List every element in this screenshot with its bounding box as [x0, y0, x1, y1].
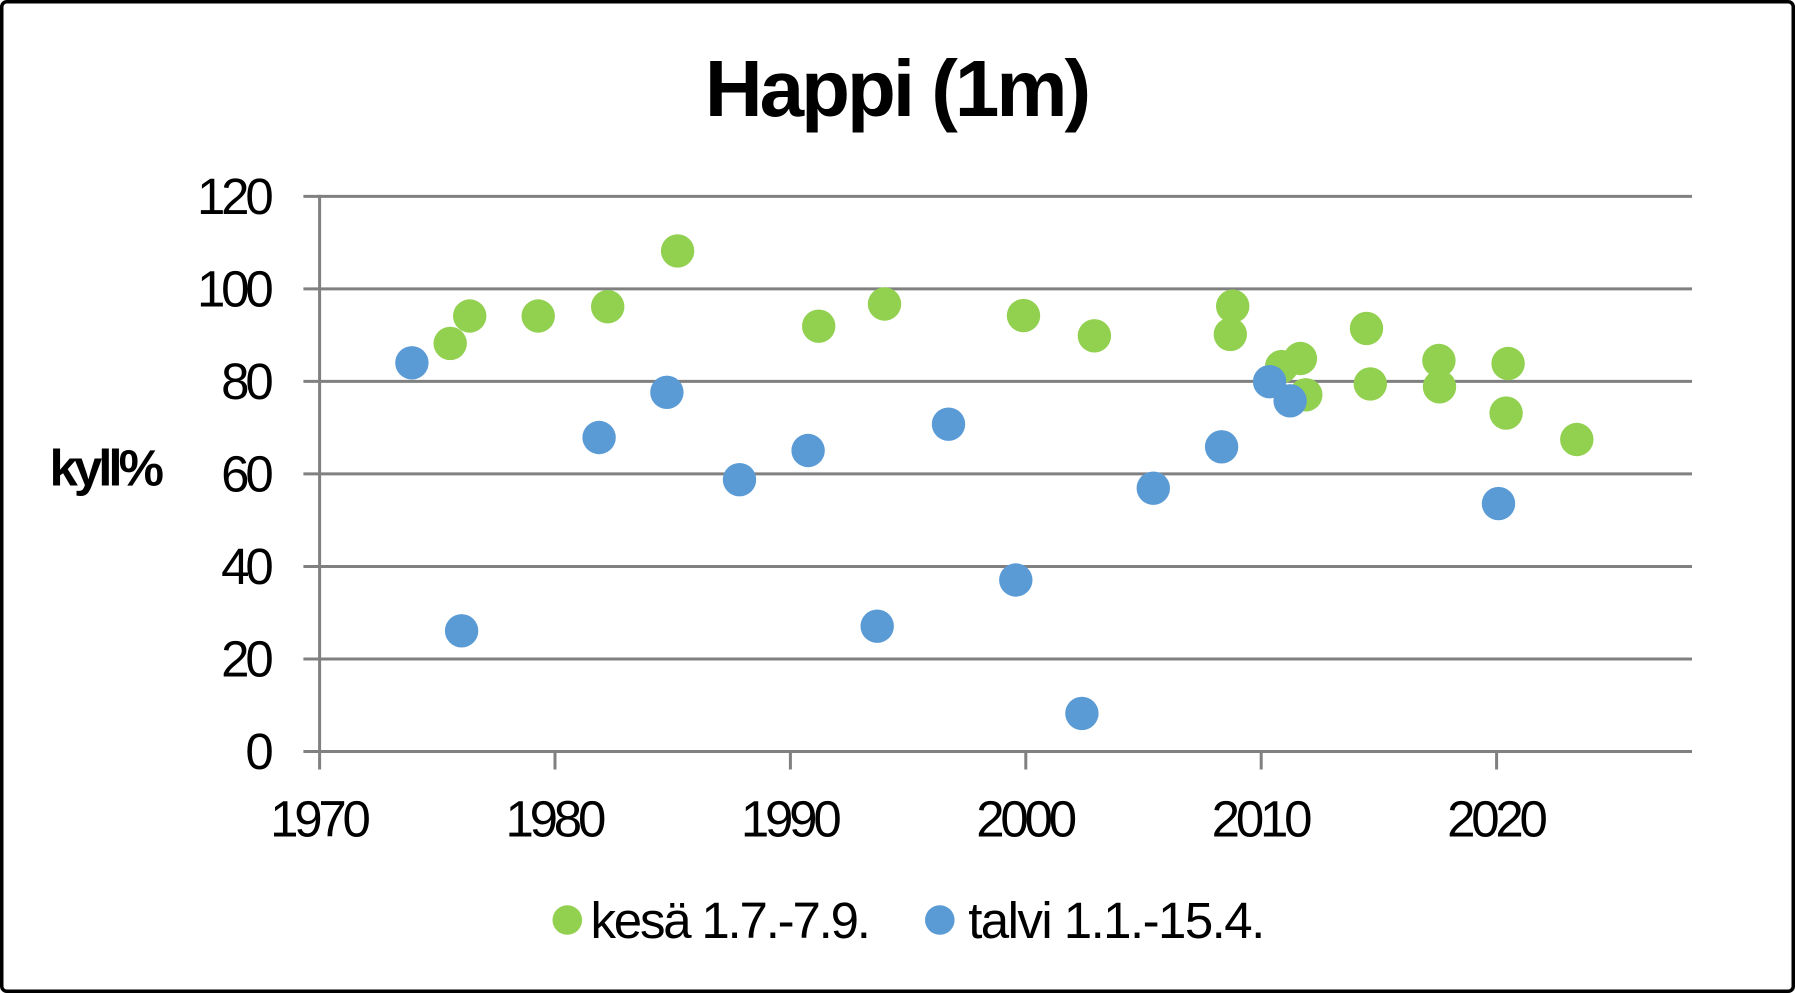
svg-text:2020: 2020: [1447, 791, 1546, 848]
svg-text:120: 120: [197, 168, 272, 225]
svg-text:1990: 1990: [741, 791, 840, 848]
svg-text:1980: 1980: [505, 791, 604, 848]
svg-text:20: 20: [221, 631, 272, 688]
svg-text:Happi (1m): Happi (1m): [705, 44, 1088, 133]
svg-text:80: 80: [221, 353, 272, 410]
svg-text:0: 0: [245, 723, 272, 780]
svg-text:2010: 2010: [1212, 791, 1311, 848]
svg-text:60: 60: [221, 446, 272, 503]
svg-text:40: 40: [221, 538, 272, 595]
svg-text:1970: 1970: [270, 791, 369, 848]
svg-text:2000: 2000: [976, 791, 1075, 848]
svg-text:100: 100: [197, 261, 272, 318]
svg-text:kyll%: kyll%: [50, 440, 163, 497]
svg-text:kesä 1.7.-7.9.: kesä 1.7.-7.9.: [591, 892, 869, 949]
svg-text:talvi 1.1.-15.4.: talvi 1.1.-15.4.: [968, 892, 1264, 949]
